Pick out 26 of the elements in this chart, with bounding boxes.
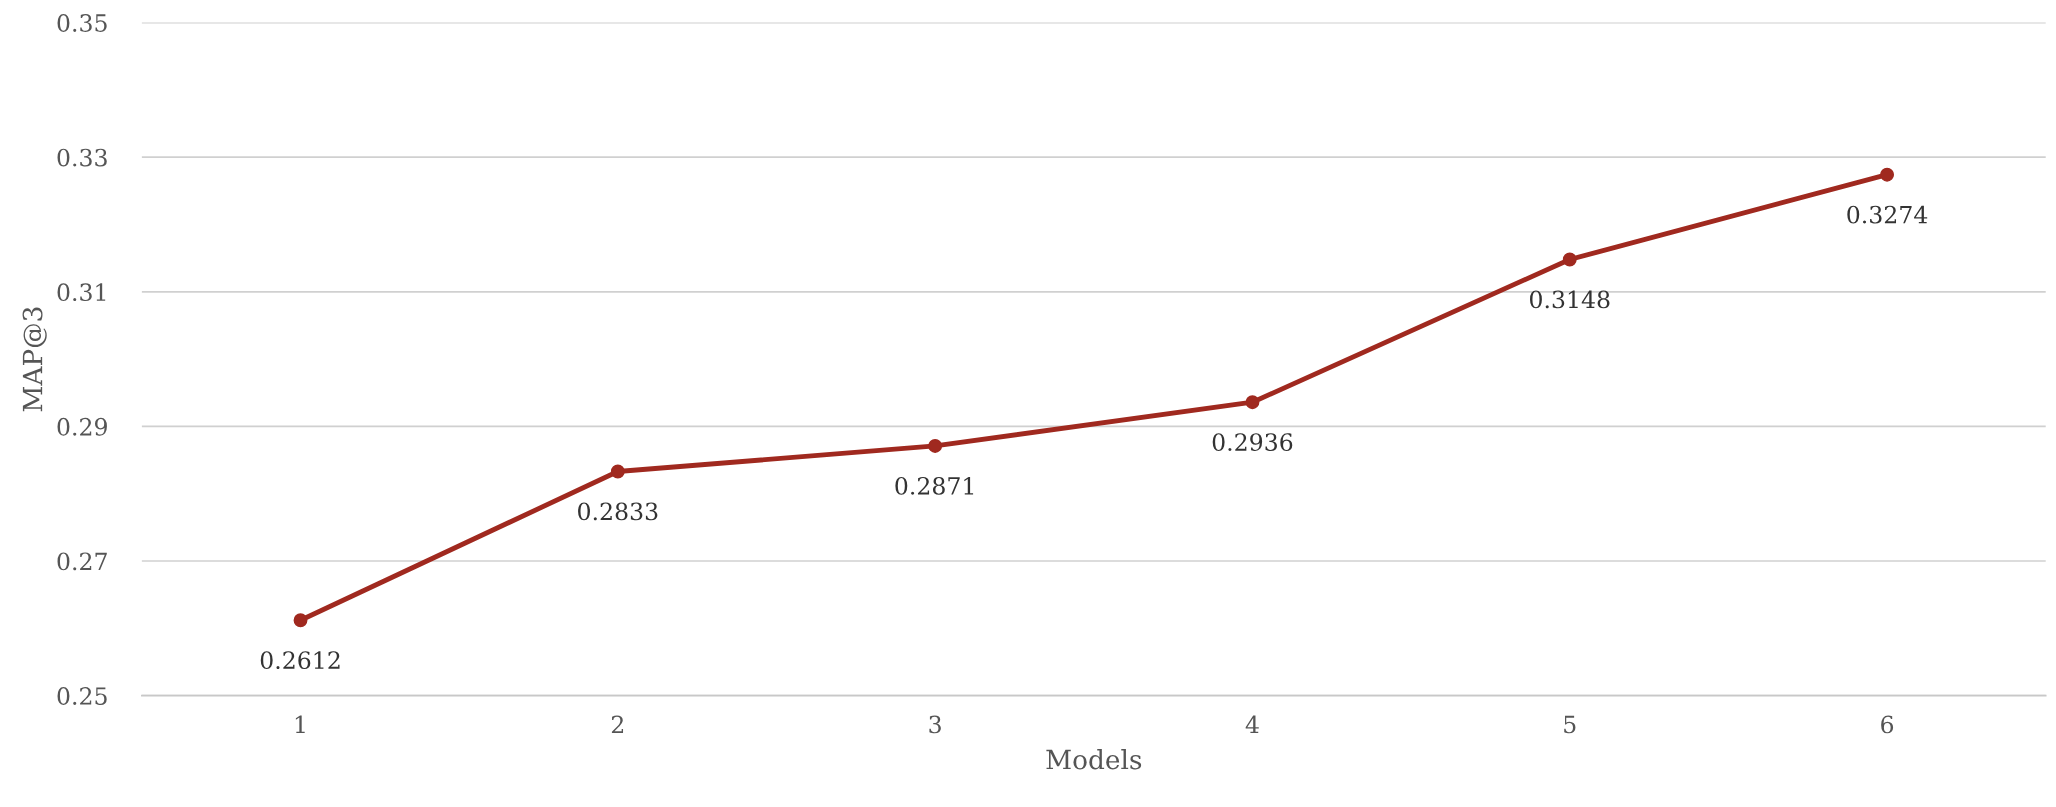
data-label: 0.3148 [1530,290,1610,309]
x-tick-label: 2 [611,715,624,734]
point [1245,395,1260,410]
data-label: 0.2871 [895,476,974,495]
y-tick-label: 0.29 [57,417,107,436]
data-label: 0.2612 [260,651,340,670]
point [293,613,308,628]
x-tick-label: 1 [295,715,305,734]
y-axis-title: MAP@3 [22,307,47,412]
y-tick-label: 0.25 [57,687,107,705]
point [928,438,943,453]
y-tick-label: 0.35 [57,14,107,32]
x-tick-label: 5 [1564,715,1576,734]
data-label: 0.2833 [578,502,658,521]
x-tick-label: 4 [1245,715,1259,734]
y-tick-label: 0.27 [57,552,107,571]
x-axis-title: Models [1046,749,1142,770]
data-label: 0.2936 [1212,433,1293,452]
data-label: 0.3274 [1847,205,1928,224]
y-tick-label: 0.31 [57,283,106,302]
point [1880,167,1895,182]
y-tick-label: 0.33 [57,148,107,167]
point [610,464,625,479]
x-tick-label: 6 [1881,715,1894,734]
x-tick-label: 3 [929,715,941,734]
point [1562,252,1577,267]
